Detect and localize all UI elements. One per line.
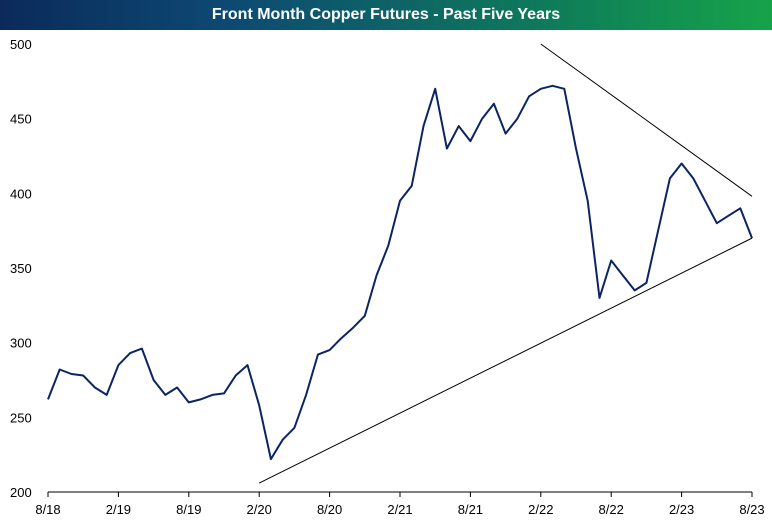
- x-tick-label: 2/23: [669, 502, 694, 517]
- y-tick-label: 250: [10, 410, 32, 425]
- x-axis: 8/18 2/19 8/19 2/20 8/20 2/21 8/21 2/22 8/22 2/23…: [35, 491, 765, 517]
- x-tick-label: 8/20: [317, 502, 342, 517]
- series-line: [47, 84, 753, 461]
- y-tick-label: 400: [10, 186, 32, 201]
- x-tick-label: 8/22: [599, 502, 624, 517]
- chart-title: Front Month Copper Futures - Past Five Y…: [211, 6, 561, 23]
- x-tick-label: 8/23: [739, 502, 764, 517]
- x-tick-label: 2/20: [247, 502, 272, 517]
- trendlines: [258, 43, 753, 484]
- x-tick-label: 8/18: [35, 502, 60, 517]
- y-tick-label: 350: [10, 261, 32, 276]
- x-tick-label: 2/19: [106, 502, 131, 517]
- y-axis: 200 250 300 350 400 450 500: [10, 37, 32, 500]
- x-tick-label: 2/22: [528, 502, 553, 517]
- x-tick-label: 2/21: [387, 502, 412, 517]
- trendline: [258, 237, 753, 484]
- y-tick-label: 200: [10, 485, 32, 500]
- trendline: [540, 43, 753, 197]
- y-tick-label: 500: [10, 37, 32, 52]
- chart-title-bar: Front Month Copper Futures - Past Five Y…: [0, 0, 772, 30]
- x-tick-label: 8/21: [458, 502, 483, 517]
- x-tick-label: 8/19: [176, 502, 201, 517]
- y-tick-label: 300: [10, 336, 32, 351]
- y-tick-label: 450: [10, 112, 32, 127]
- series-lines: [47, 84, 753, 461]
